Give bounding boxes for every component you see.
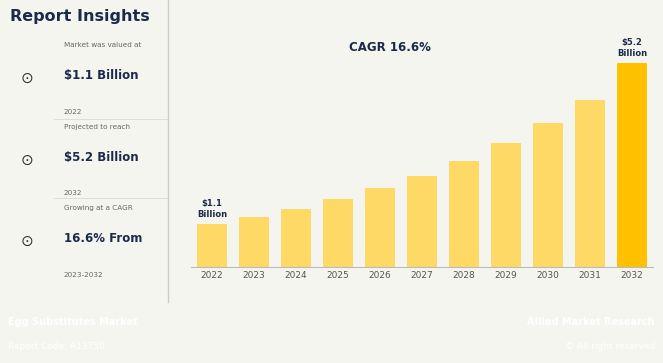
Bar xyxy=(491,143,520,267)
Text: Report Code: A13750: Report Code: A13750 xyxy=(8,342,105,351)
Bar xyxy=(239,217,269,267)
Bar xyxy=(365,188,394,267)
Text: $5.2
Billion: $5.2 Billion xyxy=(617,38,647,58)
Text: $5.2 Billion: $5.2 Billion xyxy=(64,151,139,164)
Bar xyxy=(533,123,563,267)
Text: 2023-2032: 2023-2032 xyxy=(64,272,103,278)
Bar xyxy=(198,224,227,267)
Bar xyxy=(281,209,311,267)
Text: ⊙: ⊙ xyxy=(21,234,33,249)
Bar xyxy=(407,176,437,267)
Text: Market was valued at: Market was valued at xyxy=(64,42,141,48)
Text: Report Insights: Report Insights xyxy=(10,9,150,24)
Bar xyxy=(617,64,646,267)
Text: Growing at a CAGR: Growing at a CAGR xyxy=(64,205,133,211)
Text: Projected to reach: Projected to reach xyxy=(64,124,130,130)
Text: © All right reserved: © All right reserved xyxy=(565,342,655,351)
Text: $1.1 Billion: $1.1 Billion xyxy=(64,69,139,82)
Text: ⊙: ⊙ xyxy=(21,152,33,168)
Text: CAGR 16.6%: CAGR 16.6% xyxy=(349,41,430,54)
Bar xyxy=(324,199,353,267)
Text: 16.6% From: 16.6% From xyxy=(64,232,142,245)
Text: Egg Substitutes Market: Egg Substitutes Market xyxy=(8,317,138,327)
Text: $1.1
Billion: $1.1 Billion xyxy=(197,199,227,219)
Text: 2022: 2022 xyxy=(64,109,82,115)
Text: ⊙: ⊙ xyxy=(21,71,33,86)
Text: 2032: 2032 xyxy=(64,190,82,196)
Bar xyxy=(575,100,605,267)
Bar xyxy=(450,160,479,267)
Text: Allied Market Research: Allied Market Research xyxy=(528,317,655,327)
